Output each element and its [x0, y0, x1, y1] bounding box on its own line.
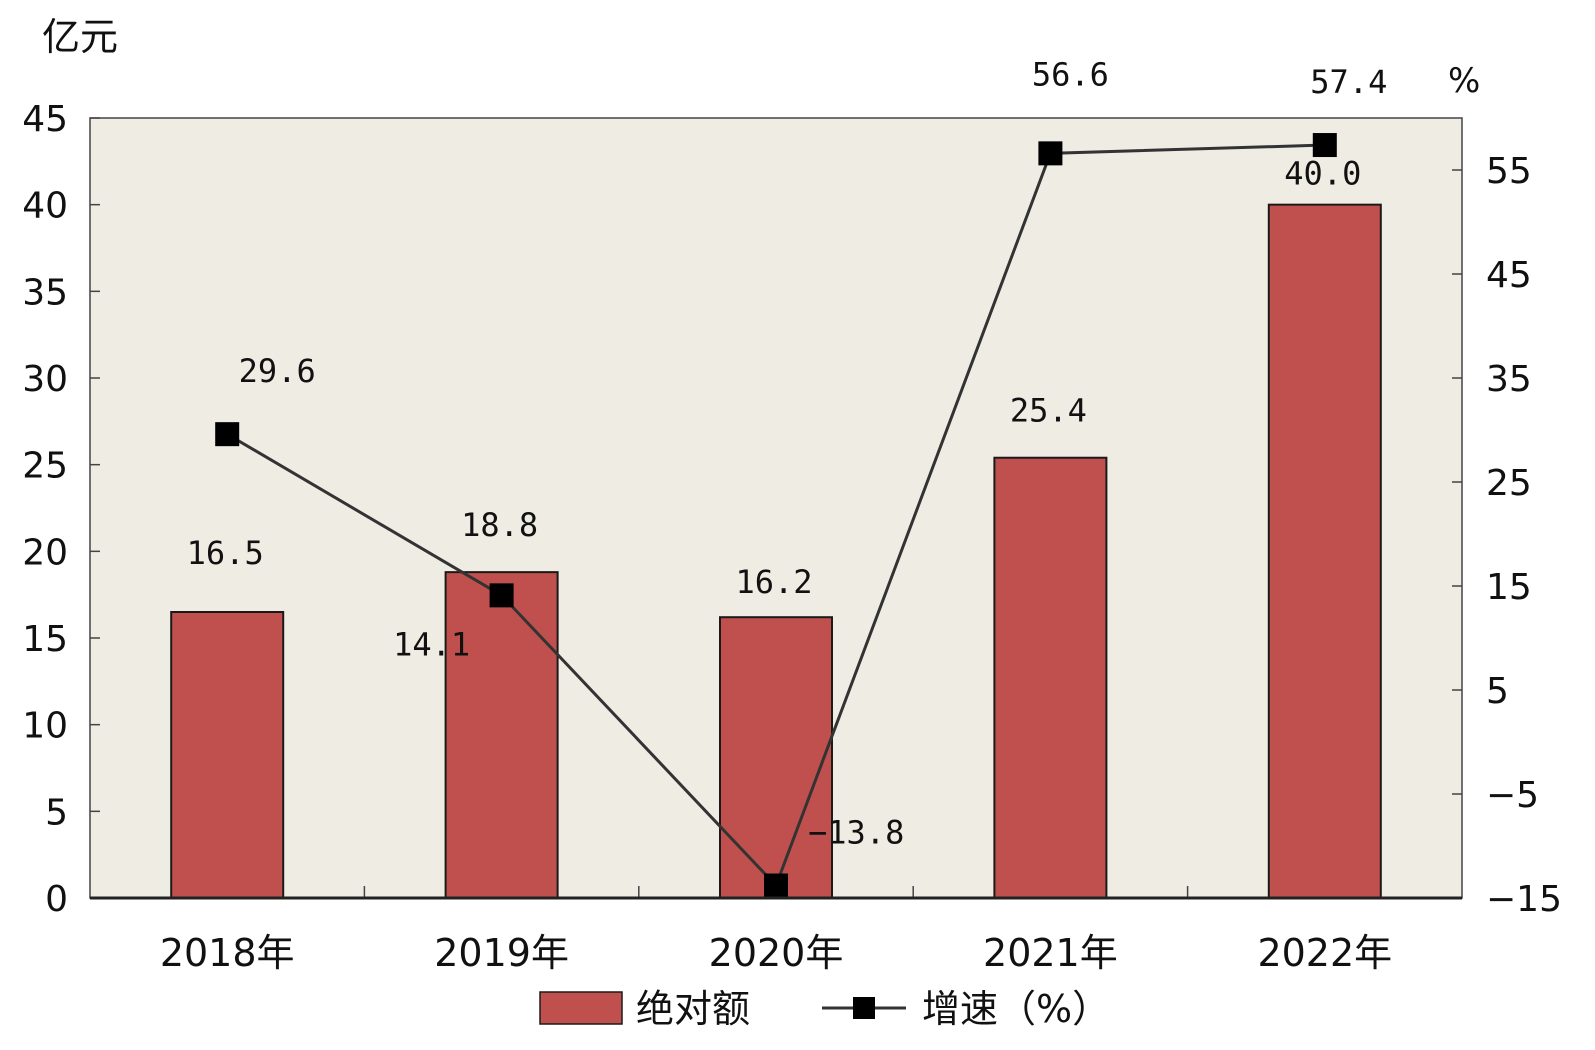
growth-marker-2022年 — [1312, 133, 1337, 158]
legend-bar-label: 绝对额 — [636, 987, 750, 1031]
left-axis-tick-label: 15 — [22, 619, 68, 660]
right-axis-tick-label: −5 — [1486, 775, 1539, 816]
x-axis-tick-label: 2018年 — [160, 931, 295, 975]
growth-value-label: 57.4 — [1310, 63, 1387, 101]
right-axis-tick-label: 25 — [1486, 463, 1532, 504]
data-labels: 16.5 18.8 16.2 25.4 40.0 29.6 14.1 −13.8 56.6 57.… — [187, 55, 1388, 851]
growth-marker-2018年 — [215, 422, 240, 447]
x-axis-tick-label: 2020年 — [709, 931, 844, 975]
x-axis-tick-label: 2019年 — [434, 931, 569, 975]
right-axis-tick-label: −15 — [1486, 879, 1562, 920]
growth-value-label: −13.8 — [808, 814, 904, 852]
right-axis-tick-label: 45 — [1486, 255, 1532, 296]
growth-marker-2021年 — [1038, 141, 1063, 166]
x-axis-tick-label: 2021年 — [983, 931, 1118, 975]
left-axis-tick-label: 20 — [22, 532, 68, 573]
growth-value-label: 29.6 — [239, 352, 316, 390]
legend-bar-swatch — [539, 991, 623, 1025]
bar-2022年 — [1267, 203, 1382, 899]
left-axis-tick-label: 40 — [22, 186, 68, 227]
bar-2019年 — [444, 571, 559, 900]
bar-2021年 — [993, 456, 1108, 899]
left-axis-tick-label: 5 — [45, 792, 68, 833]
legend-line-label: 增速（%） — [922, 987, 1110, 1031]
right-axis-tick-label: 55 — [1486, 151, 1532, 192]
left-axis-tick-label: 25 — [22, 446, 68, 487]
left-axis-tick-label: 45 — [22, 99, 68, 140]
bar-value-label: 16.2 — [735, 563, 812, 601]
bar-value-label: 25.4 — [1010, 392, 1087, 430]
growth-value-label: 56.6 — [1032, 55, 1109, 93]
bar-2020年 — [719, 616, 833, 899]
growth-value-label: 14.1 — [393, 625, 470, 663]
right-axis-tick-label: 35 — [1486, 359, 1532, 400]
bar-value-label: 16.5 — [187, 534, 264, 572]
line-series — [215, 133, 1337, 898]
bar-series — [170, 203, 1382, 900]
legend-marker-swatch — [853, 997, 875, 1019]
right-axis-unit-label: % — [1448, 61, 1480, 101]
x-axis-tick-label: 2022年 — [1257, 931, 1392, 975]
right-axis-tick-label: 5 — [1486, 671, 1509, 712]
left-axis-tick-label: 0 — [45, 879, 68, 920]
left-axis-tick-label: 30 — [22, 359, 68, 400]
growth-marker-2020年 — [764, 873, 788, 898]
legend: 绝对额 增速（%） — [539, 987, 1110, 1031]
growth-marker-2019年 — [489, 583, 514, 608]
bar-value-label: 18.8 — [461, 506, 538, 544]
axis-ticks: 0 5 10 15 20 25 30 35 40 45 −15 −5 5 15 25 35 45 55 2018年 2… — [22, 99, 1562, 975]
bar-value-label: 40.0 — [1284, 155, 1361, 193]
left-axis-tick-label: 10 — [22, 706, 68, 747]
right-axis-tick-label: 15 — [1486, 567, 1532, 608]
left-axis-tick-label: 35 — [22, 272, 68, 313]
bar-2018年 — [170, 611, 285, 899]
left-axis-unit-label: 亿元 — [42, 15, 118, 59]
